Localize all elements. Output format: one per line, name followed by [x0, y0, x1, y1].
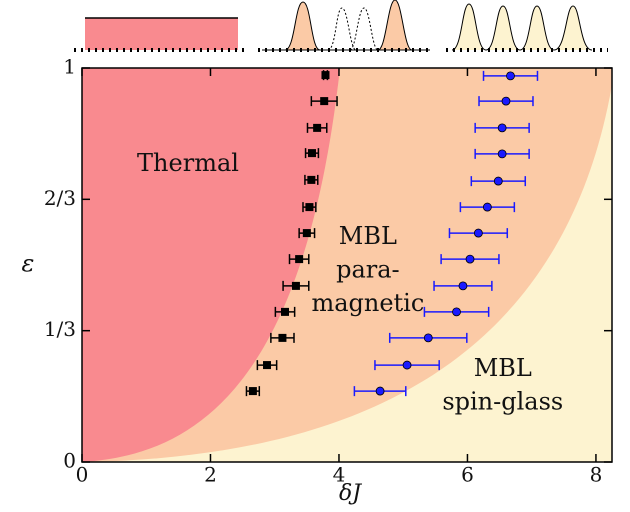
x-tick-label: 8: [590, 463, 603, 487]
marker: [501, 96, 511, 106]
marker: [497, 149, 507, 159]
marker: [497, 123, 507, 133]
y-tick-label: 0: [63, 449, 76, 473]
marker: [493, 176, 503, 186]
annotation: Thermal: [137, 149, 239, 177]
y-tick-label: 1: [63, 55, 76, 79]
marker: [248, 387, 257, 396]
x-tick-label: 6: [461, 463, 474, 487]
annotation: spin-glass: [442, 387, 563, 415]
marker: [473, 228, 483, 238]
y-axis-label: ε: [22, 250, 35, 278]
marker: [458, 281, 468, 291]
x-tick-label: 2: [204, 463, 217, 487]
marker: [278, 333, 287, 342]
marker: [506, 71, 515, 81]
annotation: MBL: [339, 222, 397, 250]
marker: [482, 202, 492, 212]
annotation: MBL: [474, 354, 532, 382]
top-insets: [74, 0, 608, 52]
inset-thermal: [85, 18, 238, 50]
thermal-region: [82, 68, 340, 462]
marker: [320, 97, 329, 106]
x-tick-label: 4: [333, 463, 346, 487]
x-axis-label: δJ: [339, 481, 362, 506]
inset-para: [262, 0, 430, 51]
marker: [295, 255, 304, 264]
marker: [307, 175, 316, 184]
y-tick-label: 2/3: [44, 186, 76, 210]
marker: [321, 71, 330, 80]
plot-frame: [81, 67, 613, 463]
marker: [423, 333, 433, 343]
x-tick-label: 0: [76, 463, 89, 487]
marker: [452, 307, 461, 317]
marker: [302, 229, 311, 238]
marker: [291, 281, 300, 290]
annotation: para-: [336, 255, 400, 283]
marker: [307, 149, 316, 158]
marker: [375, 386, 385, 396]
marker: [305, 203, 314, 212]
marker: [402, 360, 412, 370]
marker: [263, 361, 272, 370]
marker: [281, 307, 290, 316]
marker: [313, 123, 322, 132]
annotation: magnetic: [311, 289, 424, 317]
inset-para-dots: [327, 7, 379, 51]
inset-spin-glass: [451, 3, 593, 51]
y-tick-label: 1/3: [44, 317, 76, 341]
marker: [465, 254, 475, 264]
